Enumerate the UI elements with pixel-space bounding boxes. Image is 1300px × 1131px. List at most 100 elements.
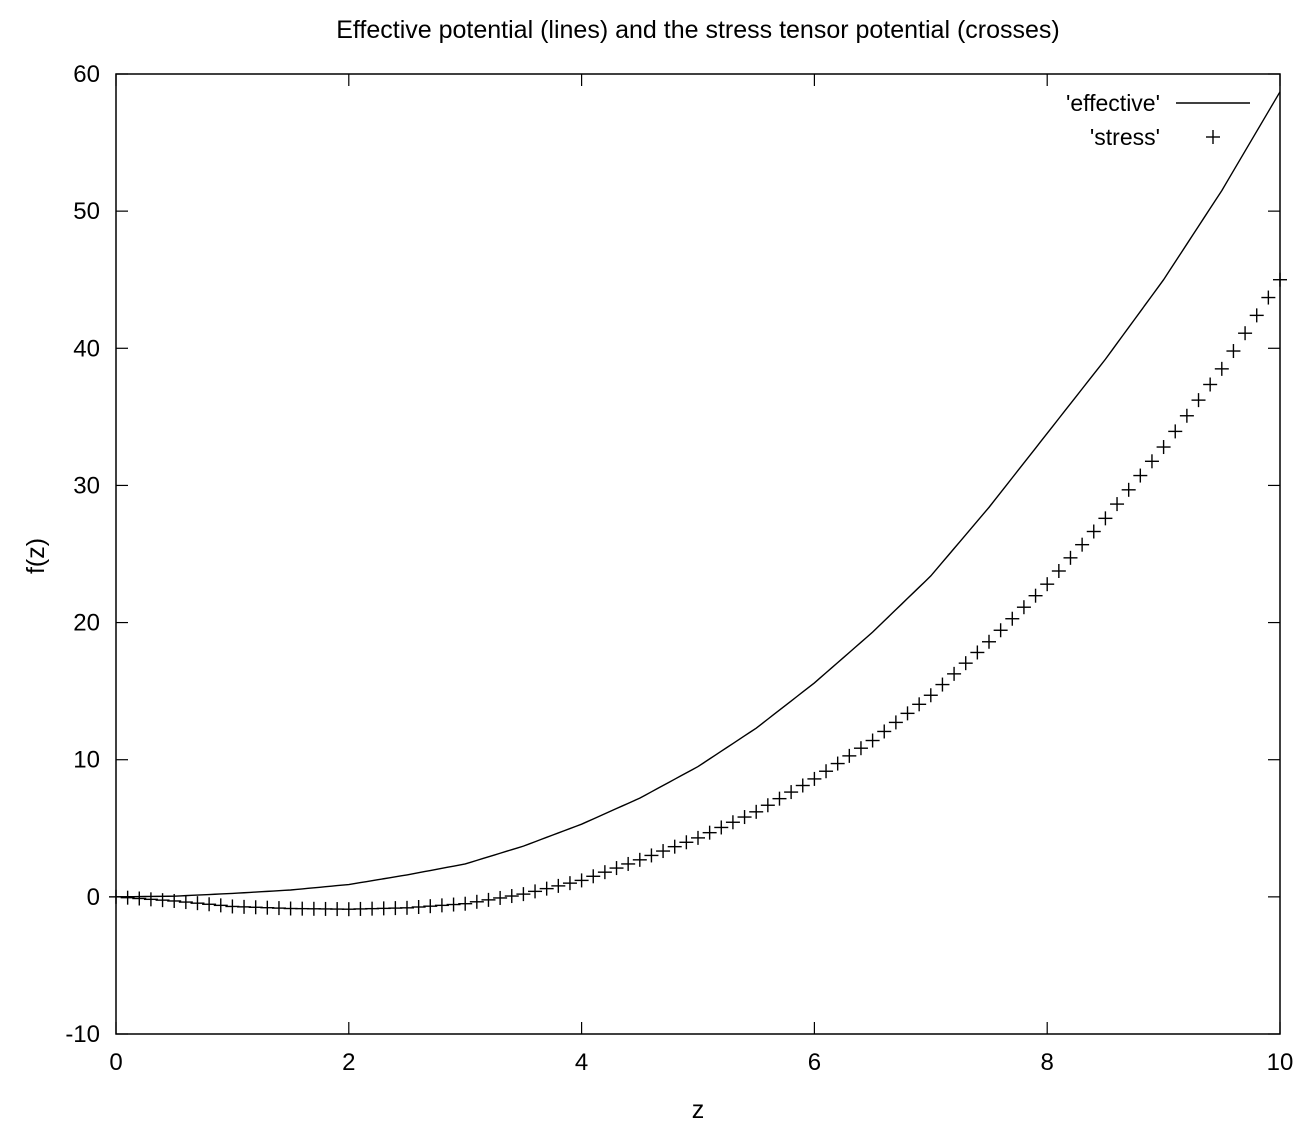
- x-tick-label: 4: [575, 1049, 588, 1076]
- stress-point: [562, 876, 577, 891]
- y-tick-label: 40: [73, 335, 100, 362]
- stress-point: [632, 852, 647, 867]
- stress-point: [912, 697, 927, 712]
- stress-point: [656, 844, 671, 859]
- stress-point: [1016, 600, 1031, 615]
- y-tick-label: 50: [73, 198, 100, 225]
- x-tick-label: 2: [342, 1049, 355, 1076]
- stress-point: [155, 893, 170, 908]
- stress-point: [691, 830, 705, 845]
- stress-point: [1226, 344, 1241, 359]
- stress-point: [1005, 611, 1020, 626]
- stress-point: [725, 815, 740, 830]
- stress-point: [1273, 272, 1287, 287]
- stress-point: [1156, 440, 1171, 455]
- stress-point: [1028, 588, 1043, 603]
- stress-point: [842, 748, 857, 763]
- stress-point: [1133, 468, 1148, 483]
- stress-point: [597, 865, 612, 880]
- stress-point: [493, 890, 508, 905]
- stress-point: [1086, 524, 1101, 539]
- legend-label: 'stress': [1090, 124, 1160, 150]
- stress-point: [702, 825, 717, 840]
- stress-point: [679, 835, 694, 850]
- stress-point: [1121, 482, 1136, 497]
- stress-point: [784, 785, 799, 800]
- stress-point: [1098, 511, 1113, 526]
- legend: 'effective' 'stress': [1066, 90, 1250, 150]
- stress-point: [970, 645, 985, 660]
- series-line-effective: [115, 91, 1281, 898]
- stress-point: [644, 848, 659, 863]
- stress-point: [202, 897, 217, 912]
- stress-point: [132, 891, 147, 906]
- stress-point: [737, 810, 752, 825]
- stress-point: [551, 878, 566, 893]
- y-axis-label: f(z): [22, 538, 50, 574]
- stress-point: [528, 884, 543, 899]
- stress-point: [865, 733, 880, 748]
- x-tick-label: 0: [109, 1049, 122, 1076]
- y-tick-label: 10: [73, 747, 100, 774]
- stress-point: [504, 889, 519, 904]
- stress-point: [1110, 497, 1125, 512]
- stress-point: [213, 898, 228, 913]
- stress-point: [423, 899, 438, 914]
- stress-point: [143, 892, 158, 907]
- stress-point: [877, 724, 892, 739]
- stress-point: [469, 894, 484, 909]
- stress-point: [1051, 564, 1066, 579]
- stress-point: [1203, 377, 1218, 392]
- stress-point: [120, 890, 135, 905]
- stress-point: [516, 887, 531, 902]
- stress-point: [830, 756, 845, 771]
- stress-point: [772, 791, 787, 806]
- y-tick-label: -10: [65, 1021, 100, 1048]
- x-tick-label: 10: [1267, 1049, 1294, 1076]
- stress-point: [1249, 308, 1264, 323]
- stress-point: [993, 623, 1008, 638]
- plot-frame: [115, 73, 1281, 1035]
- stress-point: [1040, 577, 1055, 592]
- stress-point: [1261, 290, 1276, 305]
- stress-point: [109, 889, 123, 904]
- stress-point: [819, 764, 834, 779]
- stress-point: [481, 892, 496, 907]
- stress-point: [714, 820, 729, 835]
- stress-point: [795, 778, 810, 793]
- stress-point: [411, 900, 426, 915]
- stress-point: [888, 715, 903, 730]
- legend-label: 'effective': [1066, 90, 1160, 116]
- x-tick-label: 8: [1041, 1049, 1054, 1076]
- stress-point: [434, 898, 449, 913]
- stress-point: [853, 741, 868, 756]
- y-tick-label: 60: [73, 61, 100, 88]
- stress-point: [982, 634, 996, 649]
- series-layer: [109, 91, 1287, 917]
- stress-point: [923, 688, 938, 703]
- y-tick-label: 30: [73, 472, 100, 499]
- stress-point: [1238, 326, 1253, 341]
- stress-point: [749, 804, 764, 819]
- stress-point: [1063, 550, 1078, 565]
- y-tick-label: 20: [73, 610, 100, 637]
- stress-point: [760, 798, 775, 813]
- x-axis-label: z: [692, 1096, 705, 1124]
- stress-point: [178, 895, 193, 910]
- stress-point: [1075, 537, 1090, 552]
- stress-point: [190, 896, 205, 911]
- stress-point: [539, 881, 554, 896]
- stress-point: [900, 706, 915, 721]
- stress-point: [958, 656, 973, 671]
- y-tick-label: 0: [87, 884, 100, 911]
- legend-swatch-plus: [1206, 130, 1220, 144]
- stress-point: [400, 900, 414, 915]
- stress-point: [167, 893, 182, 908]
- chart-title: Effective potential (lines) and the stre…: [336, 16, 1060, 44]
- stress-point: [935, 677, 950, 692]
- stress-point: [446, 897, 461, 912]
- stress-point: [947, 666, 962, 681]
- x-tick-label: 6: [808, 1049, 821, 1076]
- stress-point: [1144, 454, 1159, 469]
- stress-point: [1168, 424, 1183, 439]
